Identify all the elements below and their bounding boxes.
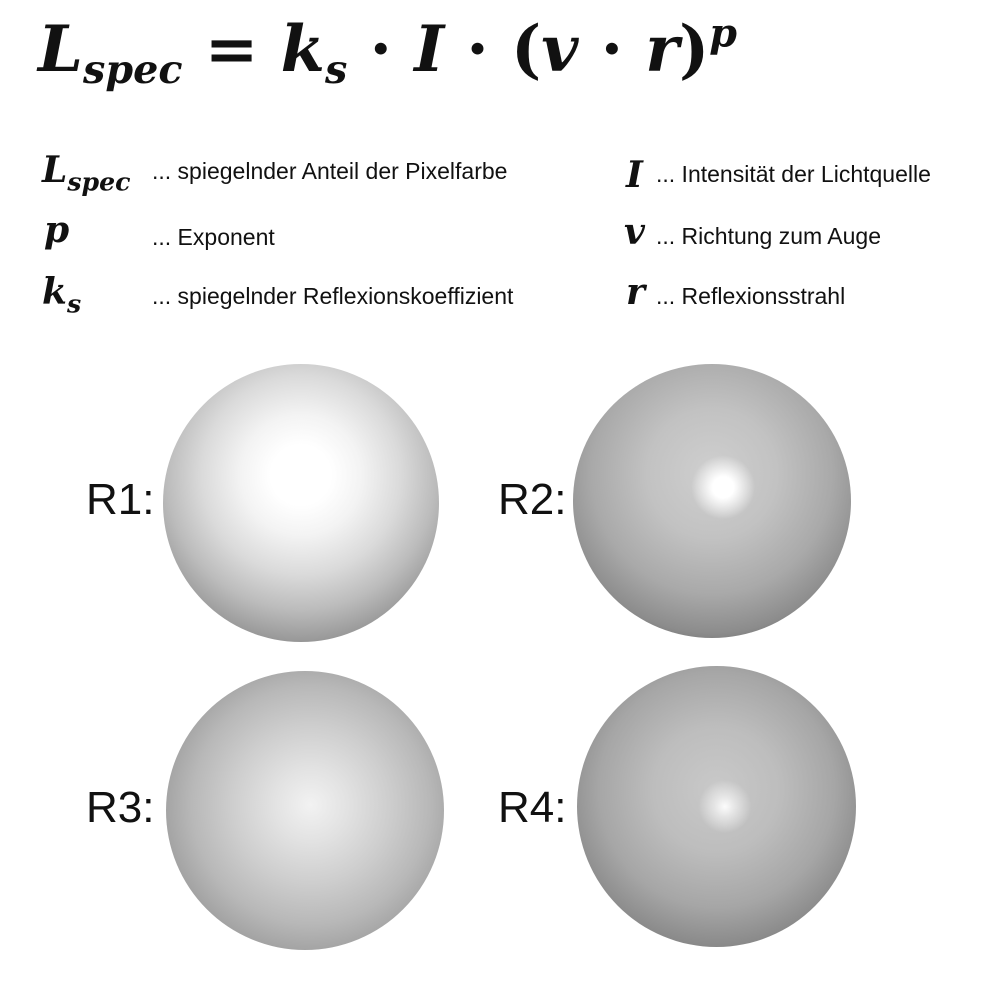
formula-dot-1: · — [347, 12, 415, 87]
sphere-r2 — [573, 364, 851, 638]
specular-formula: Lspec = ks · I · (v · r)p — [38, 14, 737, 90]
legend-text-v: ... Richtung zum Auge — [656, 223, 882, 249]
formula-close-paren: ) — [679, 12, 710, 87]
sphere-r1 — [163, 364, 439, 642]
formula-exponent: p — [709, 10, 738, 57]
render-label-r4: R4: — [498, 783, 567, 832]
legend-symbol-v: v — [624, 211, 645, 253]
formula-v: v — [541, 12, 579, 87]
formula-dot-2: · ( — [444, 12, 542, 87]
render-label-r3: R3: — [86, 783, 155, 832]
render-label-r1: R1: — [86, 475, 155, 524]
formula-k: k — [280, 12, 326, 87]
formula-r: r — [645, 12, 680, 87]
sphere-r3 — [166, 671, 444, 950]
legend-symbol-lspec: Lspec — [42, 149, 131, 197]
legend-text-i: ... Intensität der Lichtquelle — [656, 161, 931, 187]
render-label-r2: R2: — [498, 475, 567, 524]
formula-i: I — [414, 12, 445, 87]
formula-k-sub: s — [325, 46, 348, 93]
legend-text-lspec: ... spiegelnder Anteil der Pixelfarbe — [152, 158, 508, 184]
formula-l: L — [38, 12, 83, 87]
formula-l-sub: spec — [83, 46, 183, 93]
legend-text-p: ... Exponent — [152, 224, 275, 250]
legend-symbol-p: p — [44, 209, 70, 251]
sphere-r4 — [577, 666, 856, 947]
formula-dot-3: · — [578, 12, 646, 87]
legend-text-ks: ... spiegelnder Reflexionskoeffizient — [152, 283, 514, 309]
formula-equals: = — [182, 12, 281, 87]
legend-symbol-ks: ks — [42, 271, 82, 319]
legend-symbol-r: r — [626, 271, 645, 313]
legend-text-r: ... Reflexionsstrahl — [656, 283, 846, 309]
legend-symbol-i: I — [626, 154, 643, 196]
